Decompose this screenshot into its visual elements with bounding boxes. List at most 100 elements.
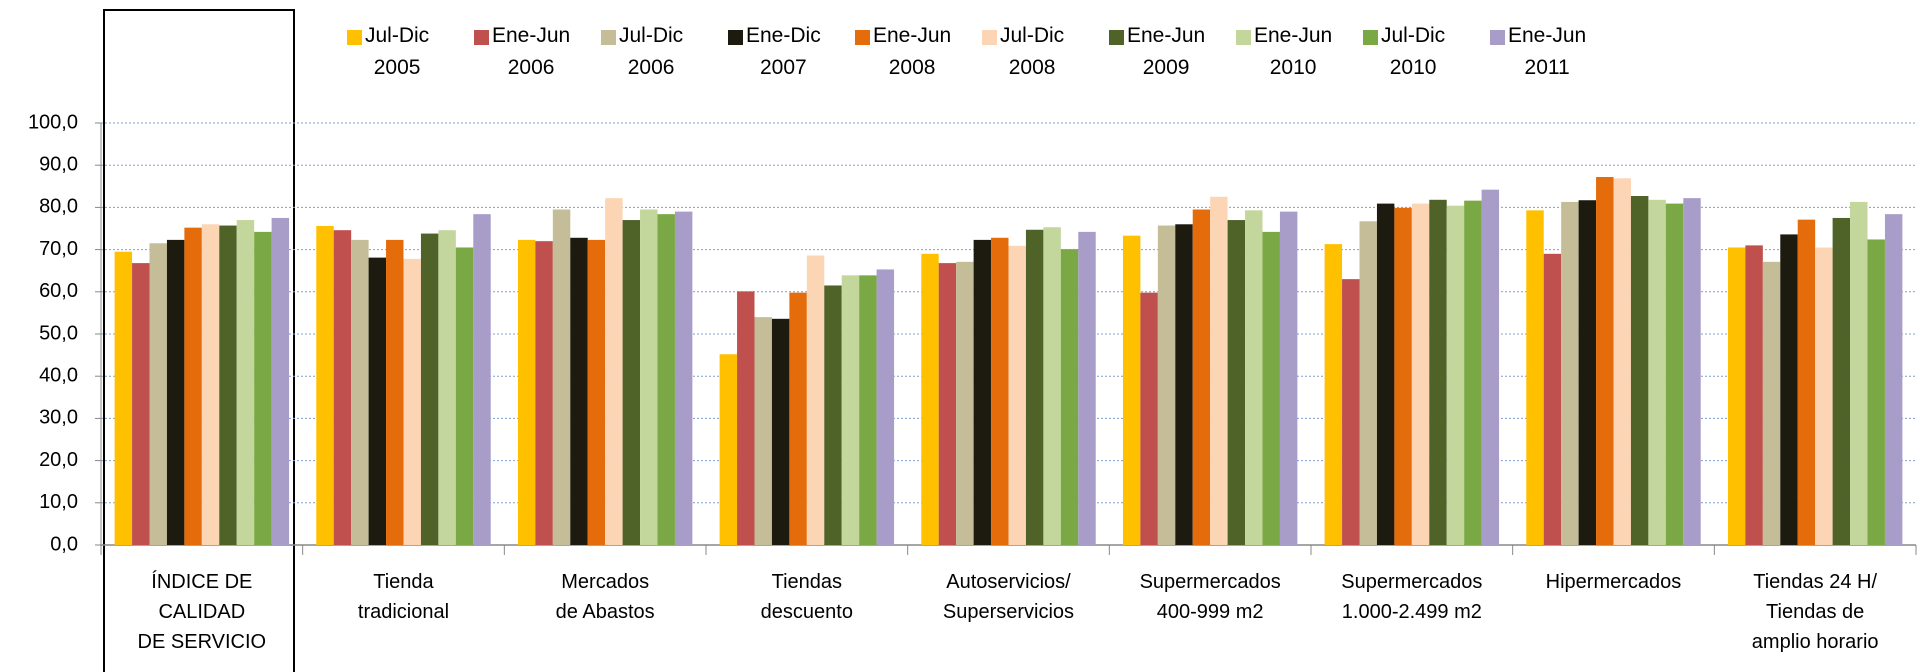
- y-tick-label: 30,0: [39, 407, 78, 429]
- bar: [316, 225, 334, 545]
- bar: [166, 239, 185, 546]
- legend-label: Jul-Dic 2006: [619, 24, 684, 79]
- bar: [1376, 203, 1395, 546]
- bar: [455, 247, 474, 546]
- bar: [149, 243, 167, 545]
- bar: [386, 239, 404, 546]
- x-tick-label: Autoservicios/ Superservicios: [942, 571, 1075, 623]
- bar: [1411, 203, 1430, 546]
- bar: [1122, 235, 1141, 545]
- bar: [333, 230, 352, 546]
- bar: [1157, 225, 1176, 545]
- x-tick-label: Mercados de Abastos: [555, 571, 655, 623]
- legend-label: Ene-Dic 2007: [746, 24, 821, 79]
- bar: [132, 263, 150, 545]
- legend-swatch: [1236, 30, 1251, 45]
- bar: [1762, 261, 1781, 545]
- bar: [1561, 201, 1579, 545]
- legend-label: Ene-Jun 2011: [1508, 24, 1587, 79]
- bar: [1394, 207, 1412, 545]
- bar: [640, 209, 658, 545]
- bar: [1359, 221, 1377, 546]
- x-tick-label: ÍNDICE DE CALIDAD DE SERVICIO: [137, 571, 267, 653]
- bar: [114, 251, 133, 545]
- x-tick-label: Supermercados 400-999 m2: [1139, 571, 1281, 623]
- bar: [1727, 247, 1746, 546]
- bar: [737, 291, 755, 545]
- bar: [657, 214, 675, 546]
- bar: [1884, 214, 1903, 546]
- bar: [1192, 209, 1211, 545]
- highlight-box: [103, 9, 295, 672]
- x-tick-label: Tienda tradicional: [357, 571, 450, 623]
- bar: [517, 239, 536, 546]
- legend-label: Jul-Dic 2005: [365, 24, 430, 79]
- bar: [719, 354, 738, 545]
- bar: [991, 237, 1009, 545]
- bar: [754, 317, 772, 545]
- bar: [552, 209, 571, 545]
- y-tick-label: 80,0: [39, 196, 78, 218]
- bar: [1596, 177, 1614, 546]
- bar: [1815, 247, 1833, 546]
- legend-swatch: [347, 30, 362, 45]
- bar: [271, 217, 290, 545]
- legend-label: Ene-Jun 2010: [1254, 24, 1333, 79]
- bar: [1324, 244, 1343, 545]
- x-tick-label: Tiendas descuento: [760, 571, 853, 623]
- bar: [1210, 196, 1228, 545]
- legend-swatch: [1363, 30, 1378, 45]
- bar: [956, 261, 974, 545]
- bar: [587, 239, 606, 546]
- bar: [1481, 189, 1500, 545]
- x-tick-label: Hipermercados: [1545, 571, 1682, 593]
- bar: [859, 275, 877, 545]
- bar: [1060, 249, 1079, 546]
- bar: [1745, 245, 1763, 545]
- bar: [824, 285, 842, 545]
- bar: [921, 253, 939, 545]
- legend-swatch: [601, 30, 616, 45]
- bar: [1429, 199, 1447, 545]
- bar: [201, 224, 220, 545]
- y-tick-label: 50,0: [39, 322, 78, 344]
- bar: [1832, 217, 1851, 545]
- bar: [1683, 198, 1701, 545]
- bar: [184, 227, 202, 545]
- bar: [473, 214, 491, 546]
- bar: [605, 198, 623, 545]
- legend-label: Jul-Dic 2010: [1381, 24, 1446, 79]
- y-tick-label: 10,0: [39, 491, 78, 513]
- legend-label: Ene-Jun 2008: [873, 24, 952, 79]
- legend-swatch: [1490, 30, 1505, 45]
- legend-label: Ene-Jun 2009: [1127, 24, 1206, 79]
- bar: [1008, 245, 1026, 545]
- bar: [938, 263, 957, 545]
- bar: [1797, 219, 1816, 545]
- bar: [1140, 292, 1158, 545]
- bar: [236, 220, 255, 545]
- bar: [1464, 200, 1482, 545]
- bar: [876, 269, 895, 545]
- bar: [806, 255, 825, 545]
- x-tick-label: Supermercados 1.000-2.499 m2: [1341, 571, 1483, 623]
- bar: [1025, 229, 1044, 546]
- bar: [1262, 231, 1280, 545]
- legend-label: Ene-Jun 2006: [492, 24, 571, 79]
- bar: [1665, 203, 1684, 546]
- bar: [1850, 201, 1868, 545]
- legend-swatch: [474, 30, 489, 45]
- bar: [973, 239, 992, 546]
- bar: [368, 257, 387, 545]
- legend-swatch: [982, 30, 997, 45]
- bar: [403, 258, 421, 545]
- bar: [254, 231, 272, 545]
- bar: [219, 225, 237, 545]
- bar: [771, 318, 790, 545]
- bar: [1630, 196, 1649, 546]
- bar: [1227, 220, 1246, 545]
- y-tick-label: 0,0: [50, 533, 78, 555]
- bar: [1613, 178, 1631, 546]
- bar: [1043, 227, 1061, 545]
